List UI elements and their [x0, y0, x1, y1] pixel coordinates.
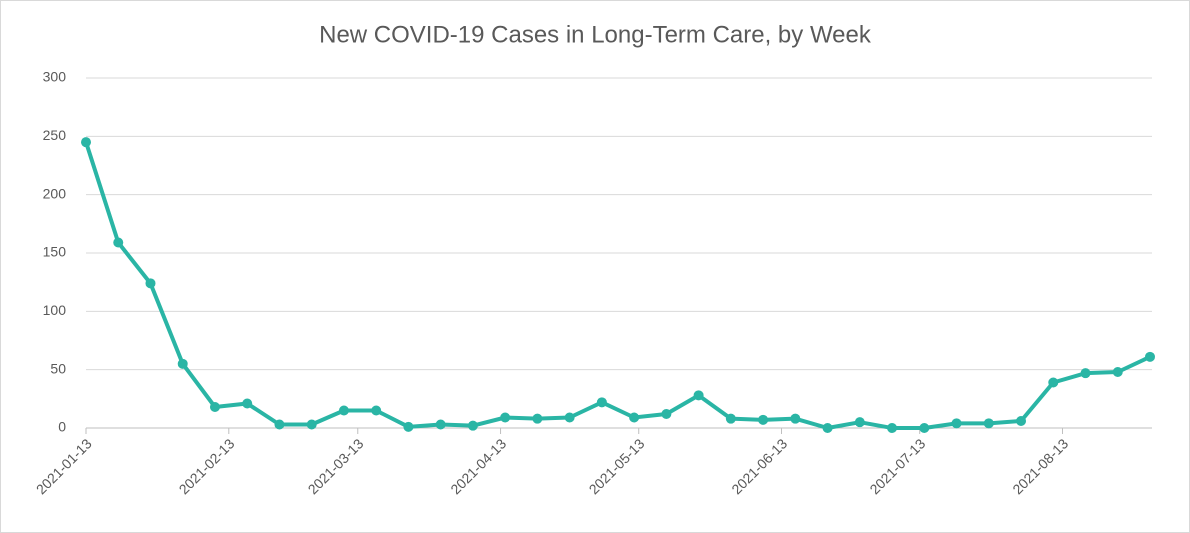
point — [661, 409, 672, 419]
point — [790, 413, 801, 424]
y-tick-label: 200 — [43, 185, 67, 201]
point — [1048, 377, 1059, 388]
point — [81, 137, 91, 148]
point — [1080, 368, 1091, 379]
point — [338, 405, 349, 416]
point — [532, 413, 543, 424]
point — [951, 418, 962, 429]
point — [854, 417, 865, 428]
line — [84, 141, 1151, 430]
point — [983, 418, 994, 429]
y-tick-label: 250 — [43, 127, 67, 143]
point — [500, 412, 511, 423]
point — [758, 414, 769, 425]
point — [887, 423, 898, 433]
y-tick-label: 300 — [43, 69, 67, 85]
point — [242, 398, 253, 409]
point — [1145, 351, 1155, 362]
point — [371, 405, 382, 416]
y-tick-label: 50 — [50, 360, 66, 376]
y-tick-label: 100 — [43, 302, 67, 318]
y-tick-label: 150 — [43, 244, 67, 260]
point — [177, 358, 188, 369]
point — [435, 419, 446, 430]
point — [403, 421, 414, 432]
point — [274, 419, 285, 430]
point — [1112, 367, 1123, 377]
y-tick-label: 0 — [58, 419, 66, 435]
point — [596, 397, 607, 408]
point — [209, 402, 220, 412]
point — [145, 278, 156, 289]
point — [725, 413, 736, 424]
point — [113, 237, 124, 248]
point — [629, 412, 640, 423]
chart-title: New COVID-19 Cases in Long-Term Care, by… — [319, 21, 872, 48]
point — [306, 419, 317, 430]
point — [693, 390, 704, 401]
point — [919, 423, 930, 433]
point — [564, 412, 575, 423]
point — [467, 420, 478, 431]
point — [1016, 416, 1027, 426]
point — [822, 423, 833, 433]
